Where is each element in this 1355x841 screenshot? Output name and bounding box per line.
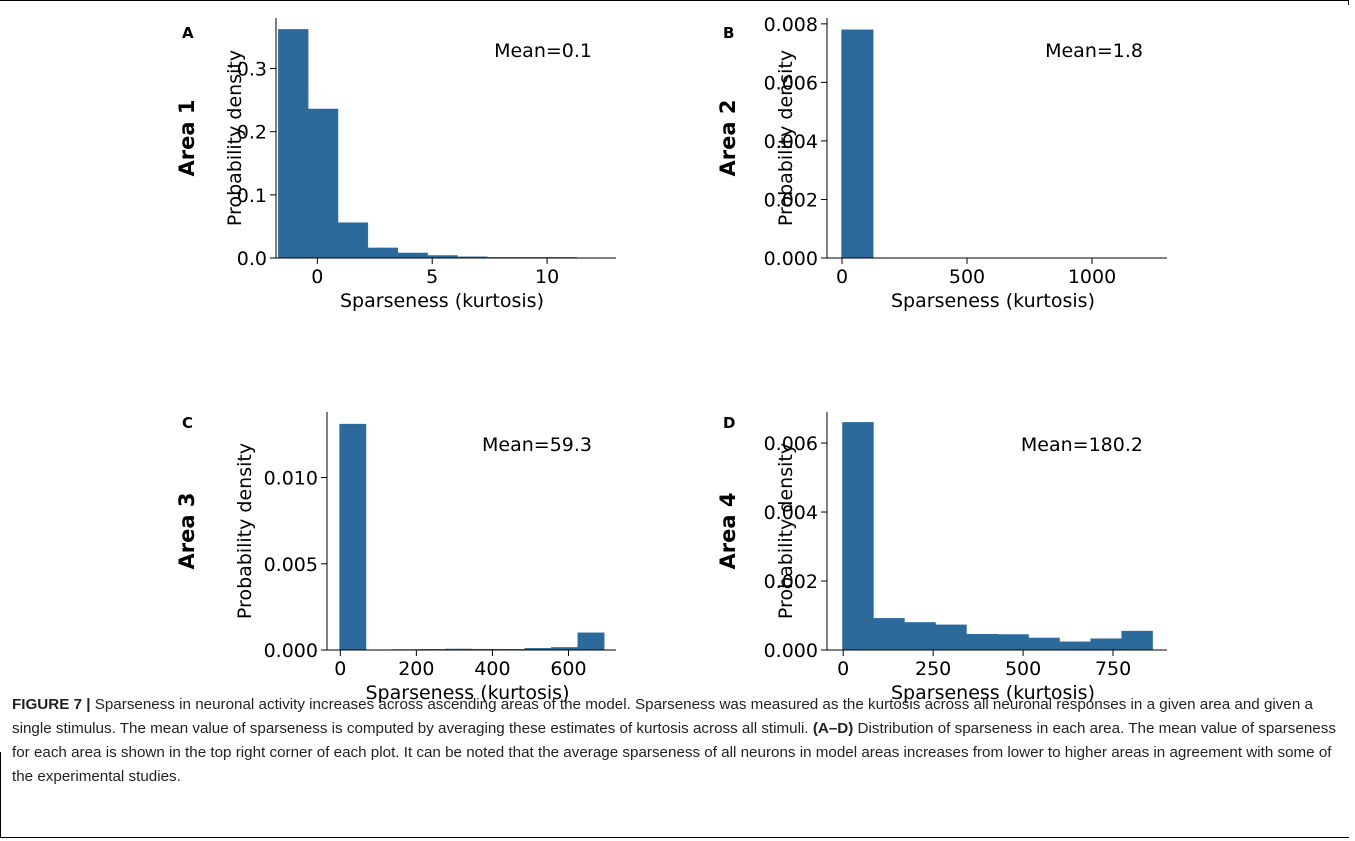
- histogram-bar: [307, 108, 339, 259]
- histogram-bar: [904, 622, 936, 651]
- mean-annotation: Mean=180.2: [1021, 434, 1143, 456]
- area-label: Area 4: [716, 493, 740, 570]
- histogram-bar: [1028, 637, 1060, 651]
- y-tick-label: 0.000: [764, 248, 818, 270]
- x-tick-label: 1000: [1068, 266, 1116, 288]
- panel-c: 0 200 400 600 0.000 0.005 0.010 Sparseness (kur…: [175, 412, 616, 704]
- histogram-bar: [935, 624, 967, 651]
- y-axis-label: Probability density: [224, 50, 246, 226]
- histogram-bar: [997, 634, 1029, 651]
- y-tick-label: 0.002: [764, 571, 818, 593]
- x-axis-label: Sparseness (kurtosis): [891, 290, 1095, 312]
- x-tick-label: 400: [474, 658, 510, 680]
- y-tick-label: 0.2: [237, 122, 267, 144]
- histogram-bar: [397, 252, 428, 259]
- x-tick-label: 500: [1005, 658, 1041, 680]
- panel-letter: A: [182, 24, 194, 42]
- caption-frame: [0, 752, 1349, 838]
- area-label: Area 2: [716, 100, 740, 177]
- histogram-bar: [278, 29, 309, 259]
- panel-d: 0 250 500 750 0.000 0.002 0.004 0.006 Sparseness…: [716, 412, 1167, 704]
- panel-b: 0 500 1000 0.000 0.002 0.004 0.006 0.008 Sparsen…: [716, 14, 1167, 312]
- x-tick-label: 500: [949, 266, 985, 288]
- x-tick-label: 5: [426, 266, 438, 288]
- x-tick-label: 0: [334, 658, 346, 680]
- x-tick-label: 0: [837, 658, 849, 680]
- x-tick-label: 0: [836, 266, 848, 288]
- histogram-bar: [966, 633, 998, 651]
- x-axis-label: Sparseness (kurtosis): [340, 290, 544, 312]
- histogram-bar: [842, 422, 874, 651]
- caption-text-2: Distribution of sparseness in each area.…: [12, 720, 1336, 785]
- histogram-bar: [367, 247, 398, 259]
- y-tick-label: 0.004: [764, 502, 818, 524]
- x-axis-label: Sparseness (kurtosis): [366, 682, 570, 704]
- panel-letter: C: [182, 414, 193, 432]
- y-axis-label: Probability density: [775, 50, 797, 226]
- x-tick-label: 0: [311, 266, 323, 288]
- y-tick-label: 0.1: [237, 185, 267, 207]
- histogram-bar: [873, 618, 905, 651]
- x-axis-label: Sparseness (kurtosis): [891, 682, 1095, 704]
- panel-letter: B: [723, 24, 734, 42]
- y-axis-label: Probability density: [775, 443, 797, 619]
- x-tick-label: 250: [915, 658, 951, 680]
- x-tick-label: 600: [550, 658, 586, 680]
- histogram-bar: [337, 222, 369, 259]
- figure-caption: FIGURE 7 | Sparseness in neuronal activi…: [12, 693, 1337, 789]
- caption-panel-ref: (A–D): [812, 720, 854, 737]
- y-tick-label: 0.006: [764, 433, 818, 455]
- histogram-bar: [1059, 641, 1091, 651]
- y-tick-label: 0.0: [237, 248, 267, 270]
- y-tick-label: 0.000: [764, 640, 818, 662]
- panel-letter: D: [723, 414, 735, 432]
- histogram-bar: [339, 423, 367, 651]
- y-tick-label: 0.3: [237, 59, 267, 81]
- y-tick-label: 0.008: [764, 14, 818, 36]
- y-axis-label: Probability density: [234, 443, 256, 619]
- y-tick-label: 0.002: [764, 189, 818, 211]
- y-tick-label: 0.006: [764, 72, 818, 94]
- histogram-bar: [1121, 630, 1153, 651]
- mean-annotation: Mean=59.3: [482, 434, 592, 456]
- caption-text-1: Sparseness in neuronal activity increase…: [12, 696, 1313, 737]
- y-tick-label: 0.004: [764, 131, 818, 153]
- area-label: Area 1: [175, 100, 199, 177]
- y-tick-label: 0.010: [264, 468, 318, 490]
- caption-label: FIGURE 7 |: [12, 696, 91, 713]
- mean-annotation: Mean=1.8: [1045, 40, 1143, 62]
- histogram-bar: [577, 632, 605, 651]
- x-tick-label: 200: [398, 658, 434, 680]
- area-label: Area 3: [175, 493, 199, 570]
- histogram-bar: [841, 29, 874, 259]
- y-tick-label: 0.000: [264, 640, 318, 662]
- mean-annotation: Mean=0.1: [494, 40, 592, 62]
- panel-a: 0 5 10 0.0 0.1 0.2 0.3 Sparseness (kurtosis) Pro…: [175, 18, 616, 312]
- y-tick-label: 0.005: [264, 554, 318, 576]
- figure-frame-top: [0, 0, 1349, 5]
- x-tick-label: 750: [1095, 658, 1131, 680]
- histogram-bar: [1090, 638, 1122, 651]
- x-tick-label: 10: [535, 266, 559, 288]
